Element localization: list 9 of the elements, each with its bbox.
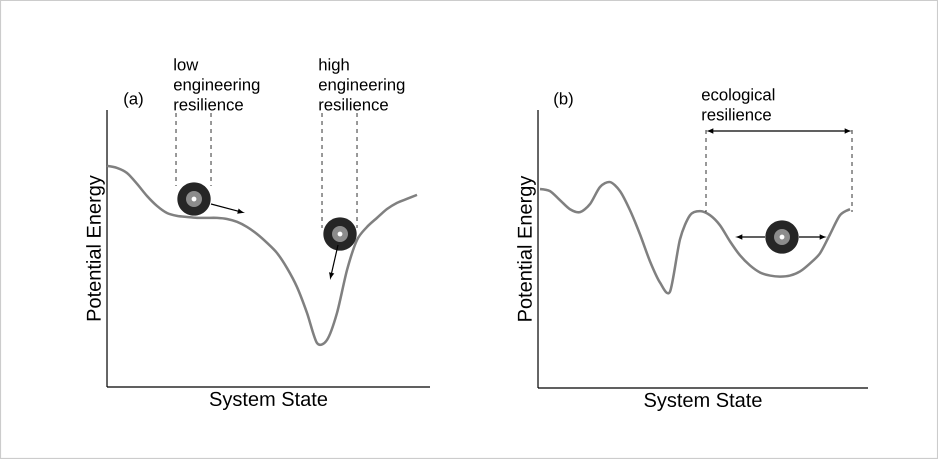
text: (b) [554,92,573,108]
x-axis-title: System State [644,392,762,411]
y-axis-title: Potential Energy [86,175,105,320]
x-axis-title: System State [210,392,328,410]
y-axis-title: Potential Energy [517,176,536,321]
text: (a) [124,92,143,108]
text: low engineering resilience [174,58,260,110]
text: high engineering resilience [318,58,404,110]
text: ecological resilience [702,88,774,120]
